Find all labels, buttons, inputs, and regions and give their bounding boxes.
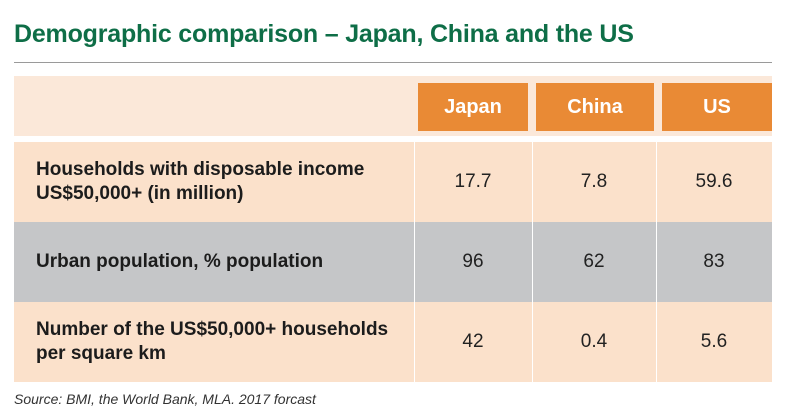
table-cell-china: 62 [583,251,605,272]
column-divider [414,302,415,382]
table-cell-us: 83 [703,251,725,272]
table-header-band [14,76,772,136]
column-divider [414,142,415,222]
table-cell-japan: 17.7 [454,171,492,192]
table-cell-japan: 42 [462,331,484,352]
title-divider [14,62,772,63]
row-label: Number of the US$50,000+ households per … [36,318,389,364]
column-divider [656,142,657,222]
row-label: Households with disposable income US$50,… [36,158,365,204]
source-note: Source: BMI, the World Bank, MLA. 2017 f… [14,391,316,407]
column-header-us: US [662,83,772,131]
table-cell-us: 5.6 [700,331,728,352]
table-row: Urban population, % population 96 62 83 [14,222,772,302]
column-divider [532,222,533,302]
column-divider [414,222,415,302]
column-divider [656,222,657,302]
table-cell-china: 7.8 [580,171,608,192]
column-divider [532,302,533,382]
page-title: Demographic comparison – Japan, China an… [14,20,634,48]
table-row: Households with disposable income US$50,… [14,142,772,222]
column-divider [532,142,533,222]
table-cell-japan: 96 [462,251,484,272]
column-header-japan: Japan [418,83,528,131]
column-header-china: China [536,83,654,131]
table-cell-china: 0.4 [580,331,608,352]
row-label: Urban population, % population [36,250,324,272]
table-cell-us: 59.6 [695,171,733,192]
column-divider [656,302,657,382]
table-row: Number of the US$50,000+ households per … [14,302,772,382]
